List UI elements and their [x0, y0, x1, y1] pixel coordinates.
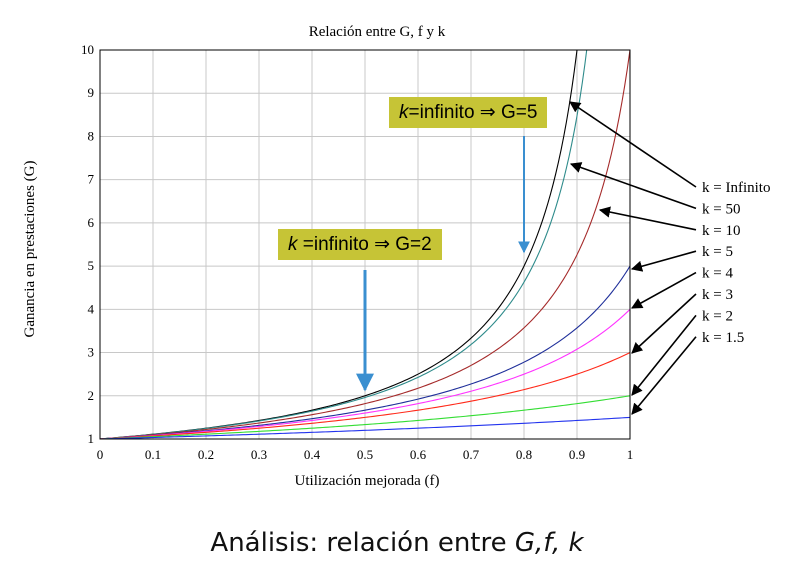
x-tick-label: 0 [97, 447, 104, 462]
callout-g5-text: =infinito ⇒ G=5 [408, 102, 538, 123]
y-tick-label: 2 [88, 388, 95, 403]
chart-panel: 0 0.1 0.2 0.3 0.4 0.5 0.6 0.7 0.8 0.9 1 1 2 3 4 5 6 7 8 9 10… [12, 8, 782, 508]
x-tick-label: 0.2 [198, 447, 214, 462]
legend-arrow [631, 314, 697, 396]
legend-entry: k = 1.5 [702, 330, 744, 346]
legend-arrow [631, 271, 697, 309]
tick-labels: 0 0.1 0.2 0.3 0.4 0.5 0.6 0.7 0.8 0.9 1 1 2 3 4 5 6 7 8 9 10 [81, 42, 633, 462]
slide-caption: Análisis: relación entre G,f, k [0, 528, 794, 558]
callout-g2-text: =infinito ⇒ G=2 [297, 234, 432, 255]
series-line-1 [100, 50, 588, 439]
axes [99, 49, 631, 440]
series-line-2 [100, 50, 630, 439]
x-tick-label: 0.5 [357, 447, 373, 462]
legend-entry: k = 2 [702, 308, 733, 324]
x-tick-label: 0.8 [516, 447, 532, 462]
callout-g5-var: k [399, 102, 409, 123]
series-line-4 [100, 308, 630, 439]
legend-entry: k = 10 [702, 223, 740, 239]
legend-arrow [631, 336, 697, 415]
legend-arrow [630, 250, 697, 272]
x-tick-label: 0.1 [145, 447, 161, 462]
callout-g5: k=infinito ⇒ G=5 [389, 97, 548, 128]
chart-title: Relación entre G, f y k [309, 24, 446, 40]
series-lines [100, 50, 630, 439]
y-tick-label: 6 [88, 215, 95, 230]
y-tick-label: 5 [88, 258, 95, 273]
y-tick-label: 10 [81, 42, 94, 57]
y-tick-label: 3 [88, 345, 95, 360]
y-tick-label: 4 [88, 301, 95, 316]
legend-arrow [569, 162, 697, 210]
legend-arrow [631, 293, 697, 354]
x-tick-label: 0.9 [569, 447, 585, 462]
legend-entry: k = Infinito [702, 180, 770, 196]
caption-vars: G,f, k [514, 528, 584, 558]
x-tick-label: 0.7 [463, 447, 480, 462]
y-tick-label: 8 [88, 128, 95, 143]
legend: k = Infinito k = 50 k = 10 k = 5 k = 4 k = 3 k… [702, 180, 770, 346]
chart-svg: 0 0.1 0.2 0.3 0.4 0.5 0.6 0.7 0.8 0.9 1 1 2 3 4 5 6 7 8 9 10… [22, 24, 770, 489]
legend-arrow [569, 101, 697, 188]
callout-arrows [356, 101, 697, 415]
legend-entry: k = 50 [702, 201, 740, 217]
y-tick-label: 1 [88, 431, 95, 446]
legend-entry: k = 4 [702, 266, 733, 282]
series-line-0 [100, 50, 578, 439]
x-tick-label: 0.6 [410, 447, 427, 462]
x-tick-label: 0.3 [251, 447, 267, 462]
y-axis-label: Ganancia en prestaciones (G) [22, 160, 38, 337]
x-tick-label: 0.4 [304, 447, 321, 462]
legend-entry: k = 3 [702, 287, 733, 303]
series-line-5 [100, 352, 630, 439]
callout-g2-var: k [288, 234, 298, 255]
legend-arrow [598, 206, 697, 231]
x-axis-label: Utilización mejorada (f) [295, 473, 440, 489]
y-tick-label: 7 [88, 172, 95, 187]
legend-entry: k = 5 [702, 244, 733, 260]
series-line-6 [100, 395, 630, 439]
series-line-7 [100, 416, 630, 439]
y-tick-label: 9 [88, 85, 95, 100]
plot-frame [99, 49, 631, 440]
callout-g2: k =infinito ⇒ G=2 [278, 229, 442, 260]
x-tick-label: 1 [627, 447, 634, 462]
caption-prefix: Análisis: relación entre [210, 528, 515, 558]
